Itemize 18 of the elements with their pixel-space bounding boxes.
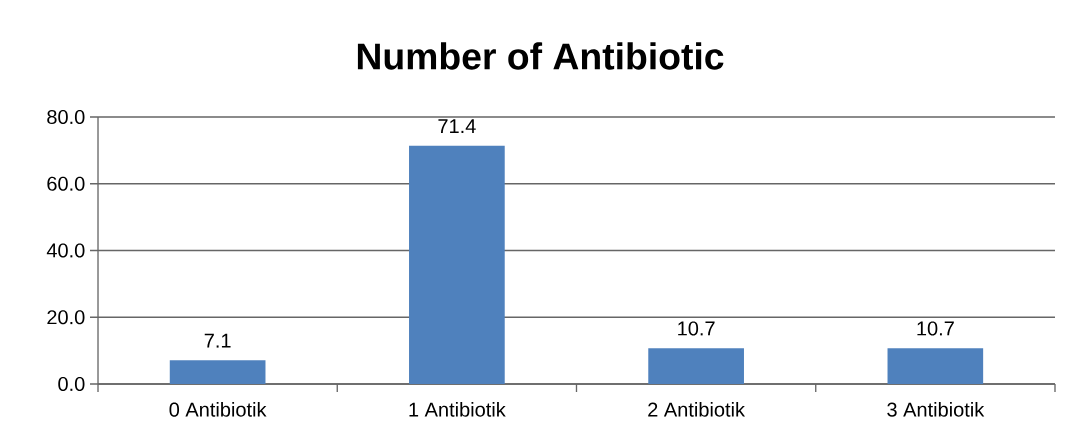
bar: [648, 348, 744, 384]
x-tick-label: 0 Antibiotik: [169, 402, 267, 417]
x-tick-label: 3 Antibiotik: [887, 402, 985, 417]
y-tick-label: 20.0: [47, 310, 85, 325]
data-label: 10.7: [678, 321, 715, 336]
y-tick-label: 0.0: [58, 376, 85, 392]
data-label: 10.7: [917, 321, 954, 336]
bar: [169, 360, 266, 384]
x-tick-label: 1 Antibiotik: [409, 402, 506, 417]
data-label: 7.1: [204, 333, 231, 348]
data-label: 71.4: [438, 119, 476, 133]
bar: [409, 145, 505, 384]
bar: [887, 348, 984, 384]
y-tick-label: 80.0: [47, 109, 85, 125]
y-tick-label: 40.0: [46, 243, 85, 258]
x-tick-label: 2 Antibiotik: [648, 402, 746, 417]
y-tick-label: 60.0: [47, 176, 85, 191]
chart-title: Number of Antibiotic: [357, 42, 724, 70]
